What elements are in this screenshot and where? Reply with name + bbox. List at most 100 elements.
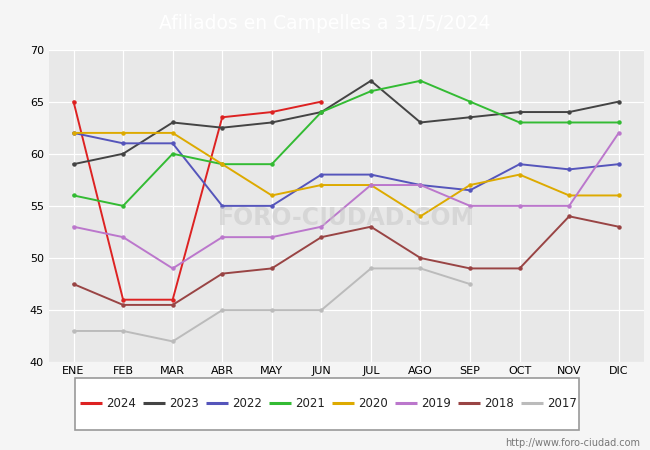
2024 (70, 99, 77, 104)
2020 (119, 130, 127, 135)
2021 (70, 193, 77, 198)
2021 (466, 99, 474, 104)
2018 (70, 281, 77, 287)
2023 (218, 125, 226, 130)
2023 (367, 78, 375, 84)
Text: 2024: 2024 (107, 397, 136, 410)
2022 (615, 162, 623, 167)
2023 (566, 109, 573, 115)
2017 (268, 307, 276, 313)
2018 (218, 271, 226, 276)
2023 (466, 115, 474, 120)
2017 (417, 266, 424, 271)
2021 (417, 78, 424, 84)
2021 (119, 203, 127, 209)
2017 (218, 307, 226, 313)
2022 (119, 141, 127, 146)
2017 (317, 307, 325, 313)
2019 (417, 182, 424, 188)
2020 (317, 182, 325, 188)
2021 (218, 162, 226, 167)
2018 (268, 266, 276, 271)
2024 (169, 297, 177, 302)
2019 (566, 203, 573, 209)
2018 (317, 234, 325, 240)
Line: 2020: 2020 (72, 131, 620, 218)
Line: 2024: 2024 (72, 100, 323, 301)
Line: 2021: 2021 (72, 79, 620, 207)
2022 (70, 130, 77, 135)
Text: 2023: 2023 (170, 397, 199, 410)
2021 (268, 162, 276, 167)
2019 (515, 203, 523, 209)
2018 (169, 302, 177, 308)
2022 (317, 172, 325, 177)
2018 (417, 255, 424, 261)
2023 (70, 162, 77, 167)
2019 (268, 234, 276, 240)
2022 (466, 188, 474, 193)
2020 (268, 193, 276, 198)
2018 (466, 266, 474, 271)
Text: 2020: 2020 (358, 397, 388, 410)
2024 (268, 109, 276, 115)
2021 (615, 120, 623, 125)
2023 (417, 120, 424, 125)
2020 (466, 182, 474, 188)
2017 (169, 339, 177, 344)
2018 (615, 224, 623, 230)
2021 (515, 120, 523, 125)
2023 (169, 120, 177, 125)
2022 (268, 203, 276, 209)
2023 (268, 120, 276, 125)
2024 (317, 99, 325, 104)
2020 (566, 193, 573, 198)
2019 (119, 234, 127, 240)
2021 (317, 109, 325, 115)
2024 (218, 115, 226, 120)
2019 (218, 234, 226, 240)
FancyBboxPatch shape (75, 378, 578, 430)
2021 (566, 120, 573, 125)
2020 (218, 162, 226, 167)
2017 (70, 328, 77, 334)
2021 (169, 151, 177, 157)
2018 (119, 302, 127, 308)
2023 (119, 151, 127, 157)
Text: 2018: 2018 (484, 397, 514, 410)
2018 (515, 266, 523, 271)
Line: 2017: 2017 (72, 267, 471, 343)
2019 (466, 203, 474, 209)
2022 (515, 162, 523, 167)
2018 (566, 214, 573, 219)
2022 (566, 166, 573, 172)
Line: 2023: 2023 (72, 79, 620, 166)
2017 (466, 281, 474, 287)
2023 (515, 109, 523, 115)
2023 (615, 99, 623, 104)
2019 (367, 182, 375, 188)
2019 (169, 266, 177, 271)
Text: 2017: 2017 (547, 397, 577, 410)
Line: 2018: 2018 (72, 215, 620, 306)
2022 (218, 203, 226, 209)
2023 (317, 109, 325, 115)
Text: FORO-CIUDAD.COM: FORO-CIUDAD.COM (218, 207, 474, 230)
2020 (417, 214, 424, 219)
2020 (515, 172, 523, 177)
2022 (417, 182, 424, 188)
2019 (615, 130, 623, 135)
2020 (367, 182, 375, 188)
2020 (615, 193, 623, 198)
2021 (367, 89, 375, 94)
Text: 2019: 2019 (421, 397, 451, 410)
Line: 2022: 2022 (72, 131, 620, 207)
Text: 2022: 2022 (233, 397, 263, 410)
Text: 2021: 2021 (295, 397, 325, 410)
2024 (119, 297, 127, 302)
2022 (367, 172, 375, 177)
2019 (317, 224, 325, 230)
2020 (169, 130, 177, 135)
2018 (367, 224, 375, 230)
2022 (169, 141, 177, 146)
